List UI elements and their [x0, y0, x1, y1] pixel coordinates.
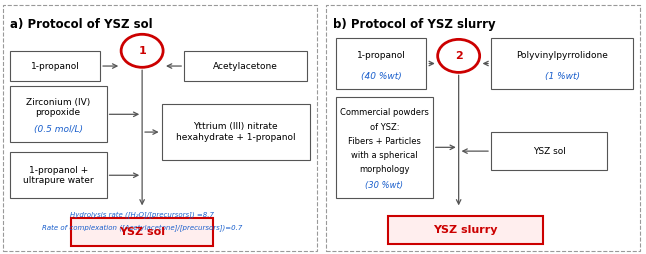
Text: (30 %wt): (30 %wt)	[366, 181, 403, 190]
Text: Zirconium (IV)
propoxide: Zirconium (IV) propoxide	[26, 98, 90, 117]
Text: Acetylacetone: Acetylacetone	[213, 61, 278, 71]
Text: 1: 1	[138, 46, 146, 56]
Bar	[336, 97, 433, 198]
Bar	[184, 51, 307, 81]
Bar	[162, 104, 310, 160]
Bar	[10, 152, 107, 198]
Bar	[491, 132, 607, 170]
Text: of YSZ:: of YSZ:	[370, 122, 399, 132]
Text: (1 %wt): (1 %wt)	[545, 72, 579, 81]
Text: morphology: morphology	[359, 165, 410, 174]
Circle shape	[438, 39, 479, 72]
Text: 1-propanol: 1-propanol	[357, 51, 406, 60]
Bar	[71, 218, 213, 246]
Bar	[388, 216, 543, 244]
Text: a) Protocol of YSZ sol: a) Protocol of YSZ sol	[10, 18, 152, 31]
Text: b) Protocol of YSZ slurry: b) Protocol of YSZ slurry	[333, 18, 495, 31]
Text: YSZ sol: YSZ sol	[533, 147, 565, 156]
Text: Yttrium (III) nitrate
hexahydrate + 1-propanol: Yttrium (III) nitrate hexahydrate + 1-pr…	[176, 122, 296, 142]
Text: YSZ sol: YSZ sol	[119, 227, 165, 237]
Circle shape	[121, 34, 163, 67]
Text: 2: 2	[455, 51, 463, 61]
Text: YSZ slurry: YSZ slurry	[433, 225, 497, 235]
Bar	[491, 38, 633, 89]
Text: 1-propanol: 1-propanol	[30, 61, 79, 71]
Text: Fibers + Particles: Fibers + Particles	[348, 137, 421, 146]
Bar	[336, 38, 426, 89]
Text: Rate of complexation ([Acetylacetone]/[precursors])=0.7: Rate of complexation ([Acetylacetone]/[p…	[42, 224, 242, 231]
Bar	[10, 86, 107, 142]
Text: Polyvinylpyrrolidone: Polyvinylpyrrolidone	[516, 51, 608, 60]
Text: 1-propanol +
ultrapure water: 1-propanol + ultrapure water	[23, 166, 94, 185]
Bar	[10, 51, 100, 81]
Text: Commercial powders: Commercial powders	[340, 108, 429, 117]
Text: Hydrolysis rate ([H₂O]/[precursors]) =8.7: Hydrolysis rate ([H₂O]/[precursors]) =8.…	[70, 211, 214, 218]
Text: (40 %wt): (40 %wt)	[360, 72, 402, 81]
Text: (0.5 mol/L): (0.5 mol/L)	[34, 125, 83, 134]
Text: with a spherical: with a spherical	[351, 151, 418, 160]
